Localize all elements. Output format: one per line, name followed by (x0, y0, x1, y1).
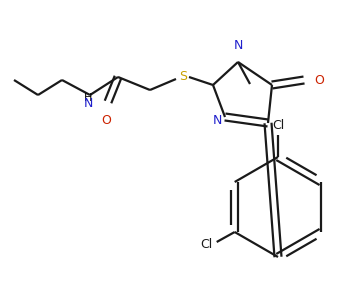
Text: Cl: Cl (272, 119, 284, 132)
Text: O: O (314, 73, 324, 86)
Text: N: N (83, 97, 93, 110)
Text: O: O (101, 114, 111, 127)
Text: S: S (179, 71, 187, 83)
Text: Cl: Cl (200, 237, 213, 250)
Text: N: N (233, 39, 243, 52)
Text: N: N (212, 114, 222, 127)
Text: H: H (84, 93, 92, 103)
